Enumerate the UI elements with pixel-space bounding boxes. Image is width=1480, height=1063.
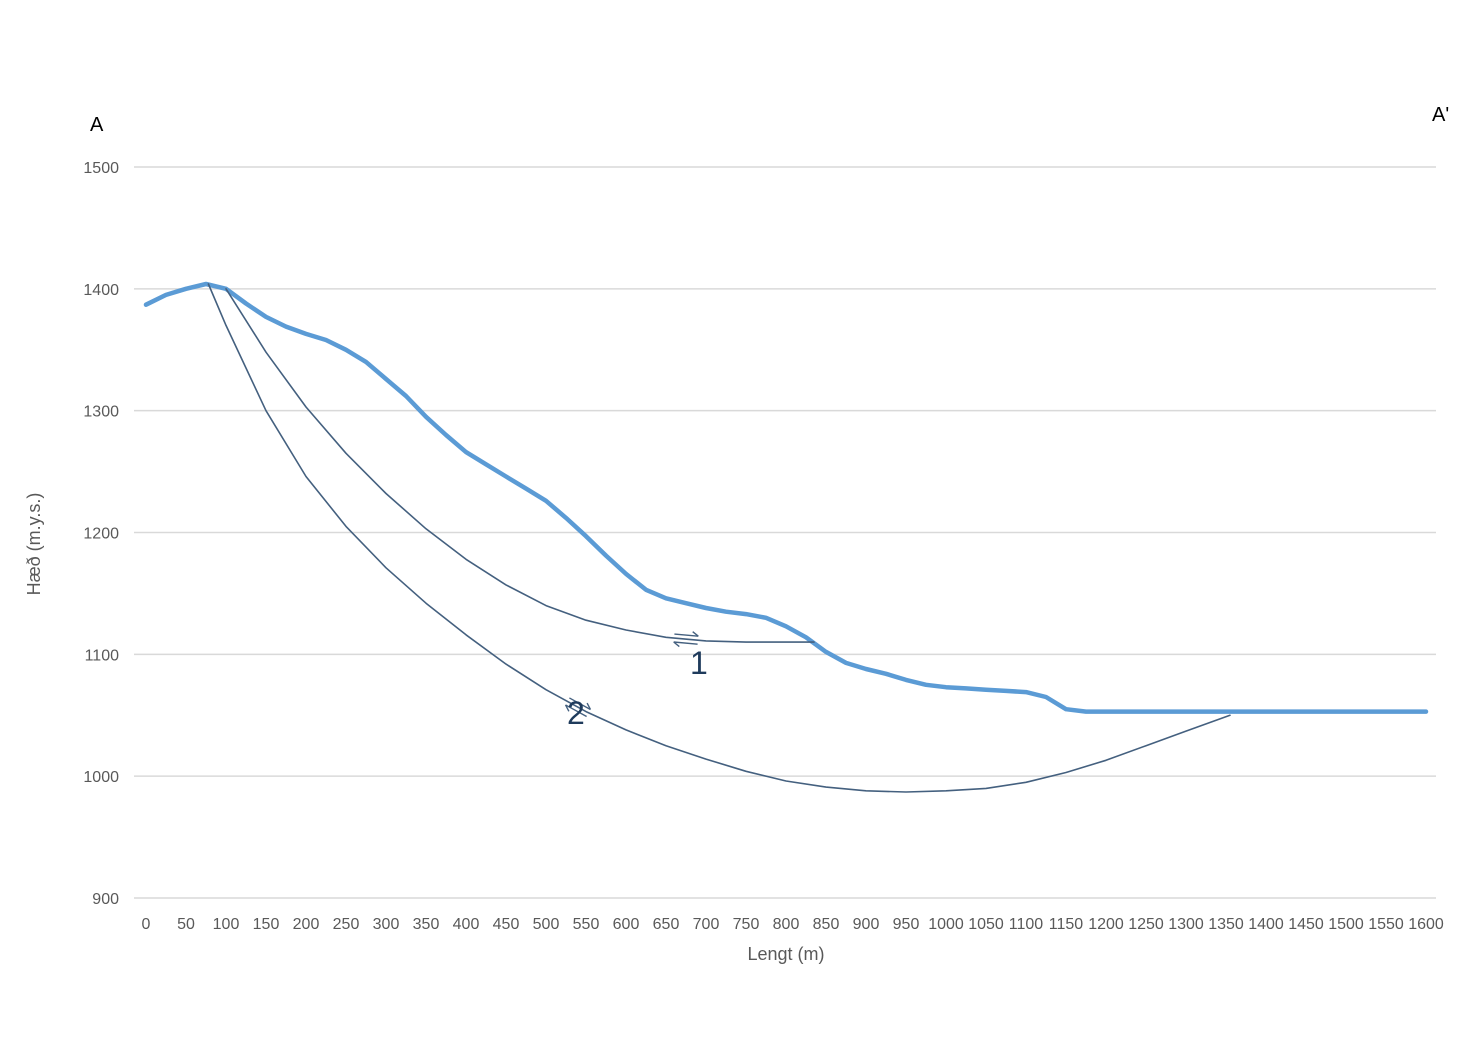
- slip-surface-2-label: 2: [567, 695, 585, 731]
- x-tick-label: 200: [293, 916, 320, 933]
- slip-surface-1-shear-arrow-icon: [673, 631, 699, 648]
- x-tick-label: 0: [142, 916, 151, 933]
- x-tick-label: 300: [373, 916, 400, 933]
- grid-lines: [134, 166, 1436, 899]
- x-tick-label: 850: [813, 916, 840, 933]
- slip-surface-1-line: [225, 287, 815, 643]
- x-tick-label: 400: [453, 916, 480, 933]
- x-tick-label: 250: [333, 916, 360, 933]
- series-lines: [143, 281, 1429, 793]
- x-tick-label: 500: [533, 916, 560, 933]
- x-tick-label: 1050: [968, 916, 1004, 933]
- x-tick-label: 450: [493, 916, 520, 933]
- x-tick-label: 1300: [1168, 916, 1204, 933]
- x-tick-label: 1600: [1408, 916, 1444, 933]
- corner-label-a-prime: A': [1432, 104, 1449, 126]
- x-tick-label: 800: [773, 916, 800, 933]
- terrain-profile-line: [143, 281, 1429, 714]
- x-tick-label: 1400: [1248, 916, 1284, 933]
- x-tick-label: 1000: [928, 916, 964, 933]
- x-tick-label: 1100: [1009, 916, 1044, 933]
- x-tick-label: 1500: [1328, 916, 1364, 933]
- slip-surface-1-label: 1: [690, 645, 708, 681]
- x-tick-label: 1250: [1128, 916, 1164, 933]
- x-tick-label: 1350: [1208, 916, 1244, 933]
- x-tick-label: 1550: [1368, 916, 1404, 933]
- y-tick-labels: 900 1000 1100 1200 1300 1400 1500: [83, 160, 119, 908]
- x-tick-label: 350: [413, 916, 440, 933]
- y-tick-label: 1100: [85, 647, 120, 664]
- x-tick-label: 1200: [1088, 916, 1124, 933]
- slip-surface-2-line: [207, 283, 1231, 793]
- slip-markers: [564, 631, 699, 718]
- x-tick-label: 750: [733, 916, 760, 933]
- y-tick-label: 900: [92, 891, 119, 908]
- x-tick-label: 100: [213, 916, 240, 933]
- slip-surface-2-shear-arrow-icon: [564, 697, 592, 718]
- x-axis-title: Lengt (m): [747, 944, 824, 964]
- y-tick-label: 1400: [83, 282, 119, 299]
- x-tick-label: 950: [893, 916, 920, 933]
- x-tick-label: 900: [853, 916, 880, 933]
- y-axis-title: Hæð (m.y.s.): [24, 493, 44, 596]
- y-tick-label: 1200: [83, 526, 119, 543]
- y-tick-label: 1300: [83, 404, 119, 421]
- x-tick-label: 550: [573, 916, 600, 933]
- x-tick-label: 1150: [1049, 916, 1084, 933]
- x-tick-label: 1450: [1288, 916, 1324, 933]
- x-tick-label: 600: [613, 916, 640, 933]
- x-tick-label: 50: [177, 916, 195, 933]
- y-tick-label: 1000: [83, 769, 119, 786]
- x-tick-label: 700: [693, 916, 720, 933]
- x-tick-labels: 0 50 100 150 200 250 300 350 400 450 500 550 600 650 7…: [142, 916, 1444, 933]
- x-tick-label: 650: [653, 916, 680, 933]
- y-tick-label: 1500: [83, 160, 119, 177]
- corner-label-a: A: [90, 114, 104, 136]
- x-tick-label: 150: [253, 916, 280, 933]
